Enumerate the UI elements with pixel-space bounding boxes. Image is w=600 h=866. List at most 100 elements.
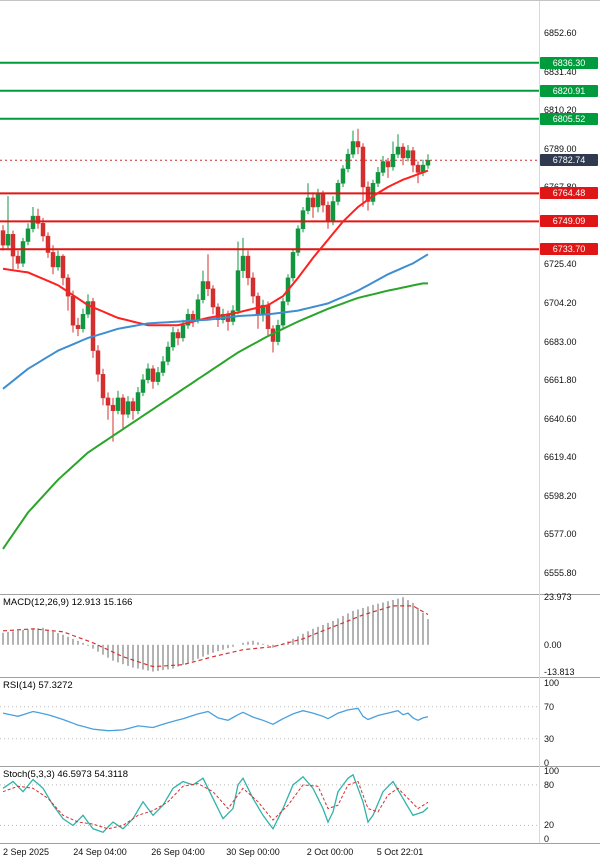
time-label: 2 Sep 2025	[3, 847, 50, 857]
current-price-label: 6782.74	[540, 154, 598, 167]
price-tick: 6598.20	[544, 490, 577, 501]
candle-body	[275, 324, 281, 342]
candle-body	[235, 270, 241, 311]
candle-body	[105, 397, 111, 406]
macd-tick: 0.00	[544, 639, 562, 650]
candle-body	[80, 314, 86, 330]
candle-body	[425, 159, 431, 166]
candle-body	[360, 146, 366, 188]
price-tick: 6704.20	[544, 298, 577, 308]
candle-body	[120, 397, 126, 415]
candle-body	[405, 150, 411, 159]
candle-body	[215, 306, 221, 320]
candle-body	[245, 255, 251, 279]
price-tick: 6577.00	[544, 529, 577, 540]
resistance-price-label: 6836.30	[540, 56, 598, 69]
candle-body	[355, 141, 361, 148]
candle-body	[210, 288, 216, 308]
ma-fast-red	[2, 169, 429, 327]
time-label: 5 Oct 22:01	[376, 847, 424, 857]
rsi-tick: 0	[544, 757, 550, 768]
price-tick: 6555.80	[544, 567, 577, 578]
candle-body	[310, 197, 316, 208]
candle-body	[140, 379, 146, 393]
time-label: 24 Sep 04:00	[73, 847, 127, 857]
price-tick: 6789.00	[544, 143, 577, 154]
time-axis[interactable]: 2 Sep 2025 24 Sep 04:00 26 Sep 04:00 30 Sep…	[0, 847, 600, 863]
rsi-indicator-label: RSI(14) 57.3272	[3, 680, 73, 691]
rsi-tick: 30	[544, 733, 555, 744]
price-tick: 6852.60	[544, 28, 577, 39]
candle-body	[375, 172, 381, 184]
candle-body	[25, 228, 31, 242]
price-tick: 6831.40	[544, 66, 577, 77]
ma-mid-blue	[2, 253, 429, 390]
candle-body	[415, 164, 421, 173]
candle-body	[165, 346, 171, 362]
support-price-label: 6733.70	[540, 243, 598, 256]
price-tick: 6640.60	[544, 413, 577, 424]
stoch-tick: 0	[544, 833, 550, 844]
time-label: 2 Oct 00:00	[306, 847, 354, 857]
macd-signal-line	[2, 605, 429, 668]
price-tick: 6683.00	[544, 336, 577, 347]
candle-body	[55, 255, 61, 268]
candle-body	[395, 146, 401, 155]
rsi-line	[2, 707, 429, 732]
macd-tick: 23.973	[544, 592, 572, 602]
support-price-label: 6764.48	[540, 187, 598, 200]
candle-body	[35, 215, 41, 224]
candle-body	[40, 223, 46, 237]
candle-body	[150, 368, 156, 382]
price-tick: 6619.40	[544, 452, 577, 463]
candle-body	[50, 252, 56, 268]
candle-body	[240, 255, 246, 271]
macd-indicator-label: MACD(12,26,9) 12.913 15.166	[3, 597, 133, 608]
candle-body	[160, 361, 166, 373]
candle-body	[0, 230, 6, 246]
support-resistance-lines[interactable]	[0, 61, 539, 251]
candle-body	[90, 301, 96, 351]
candle-body	[135, 392, 141, 411]
candle-body	[65, 277, 71, 297]
candle-body	[10, 234, 16, 257]
candle-body	[200, 281, 206, 300]
candle-body	[15, 255, 21, 264]
candle-body	[205, 281, 211, 290]
candle-body	[295, 228, 301, 253]
price-tick: 6767.80	[544, 182, 577, 192]
ma-slow-green	[2, 282, 428, 550]
price-axis[interactable]: 6852.60 6831.40 6810.20 6789.00 6767.80 6725.…	[0, 0, 600, 844]
rsi-indicator	[0, 706, 539, 740]
candle-body	[75, 324, 81, 330]
candle-body	[380, 161, 386, 173]
candle-body	[100, 374, 106, 399]
time-label: 30 Sep 00:00	[226, 847, 280, 857]
moving-averages	[2, 169, 429, 550]
macd-indicator	[2, 597, 429, 672]
rsi-tick: 70	[544, 701, 555, 712]
candle-body	[155, 372, 161, 382]
macd-tick: -13.813	[544, 667, 575, 678]
candle-body	[110, 404, 116, 411]
resistance-price-label: 6805.52	[540, 112, 598, 125]
candle-body	[60, 255, 66, 279]
stoch-tick: 20	[544, 820, 555, 831]
candle-body	[290, 252, 296, 279]
candle-body	[30, 215, 36, 230]
candle-body	[115, 397, 121, 411]
candle-body	[250, 277, 256, 297]
price-tick: 6661.80	[544, 375, 577, 386]
resistance-price-label: 6820.91	[540, 84, 598, 97]
stoch-tick: 80	[544, 779, 555, 790]
stochastic-indicator	[0, 773, 539, 833]
candle-body	[145, 368, 151, 380]
support-price-label: 6749.09	[540, 215, 598, 228]
candle-body	[305, 197, 311, 211]
candle-body	[185, 314, 191, 326]
price-tick: 6725.40	[544, 259, 577, 270]
stoch-indicator-label: Stoch(5,3,3) 46.5973 54.3118	[3, 769, 129, 780]
candlestick-series	[0, 128, 431, 442]
